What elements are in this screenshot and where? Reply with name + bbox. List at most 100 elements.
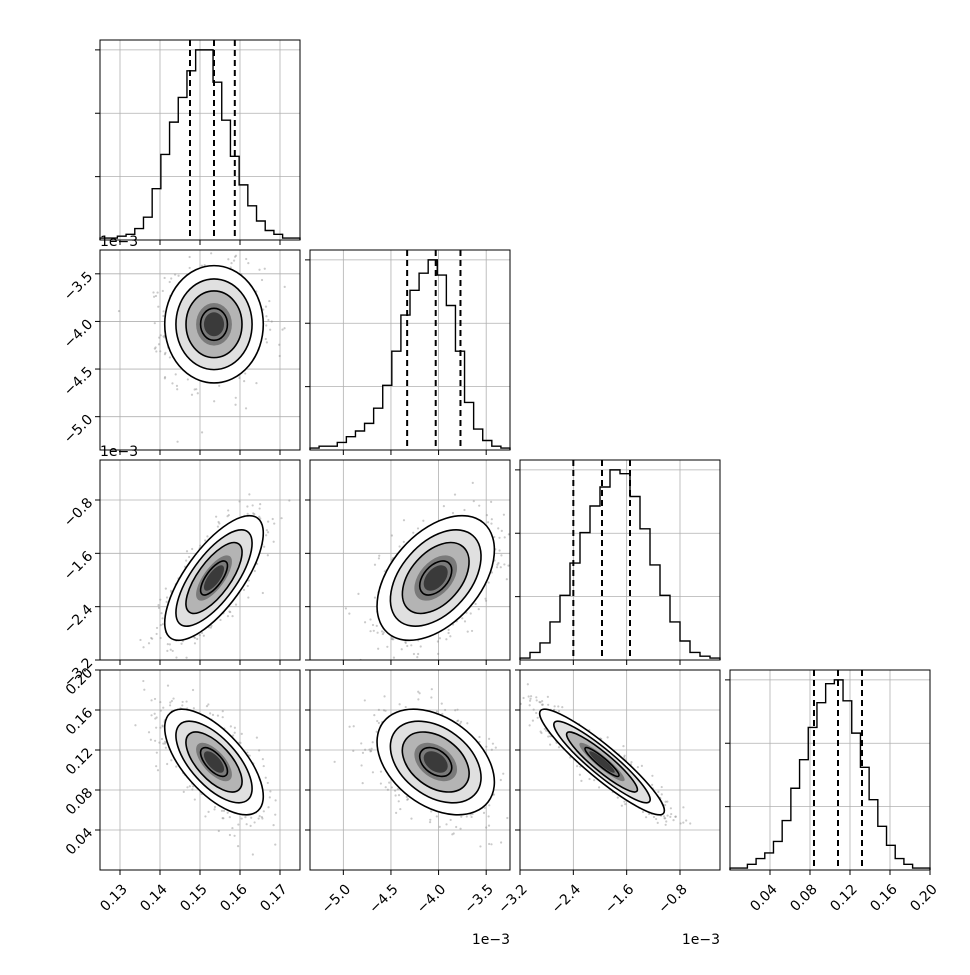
scatter-point	[164, 353, 166, 355]
scatter-point	[498, 549, 500, 551]
scatter-point	[478, 736, 480, 738]
scatter-point	[448, 629, 450, 631]
scatter-point	[229, 834, 231, 836]
scatter-point	[353, 725, 355, 727]
scatter-point	[139, 639, 141, 641]
scatter-point	[188, 556, 190, 558]
scatter-point	[234, 404, 236, 406]
scatter-point	[378, 709, 380, 711]
scatter-point	[492, 743, 494, 745]
scatter-point	[154, 740, 156, 742]
scatter-point	[503, 563, 505, 565]
scatter-point	[175, 656, 177, 658]
scatter-point	[142, 680, 144, 682]
scatter-point	[364, 699, 366, 701]
scatter-point	[160, 612, 162, 614]
scatter-point	[156, 633, 158, 635]
scatter-point	[453, 832, 455, 834]
scatter-point	[372, 624, 374, 626]
scatter-point	[259, 815, 261, 817]
scatter-point	[267, 782, 269, 784]
scatter-point	[169, 643, 171, 645]
scatter-point	[456, 720, 458, 722]
scatter-point	[529, 724, 531, 726]
scatter-point	[213, 808, 215, 810]
scatter-point	[271, 320, 273, 322]
scatter-point	[148, 642, 150, 644]
scatter-point	[250, 825, 252, 827]
scatter-point	[431, 688, 433, 690]
scatter-point	[430, 696, 432, 698]
scatter-point	[193, 707, 195, 709]
scatter-point	[514, 695, 516, 697]
scatter-point	[262, 758, 264, 760]
scatter-point	[252, 504, 254, 506]
scatter-point	[279, 355, 281, 357]
scatter-point	[500, 841, 502, 843]
scatter-point	[547, 696, 549, 698]
scatter-point	[403, 541, 405, 543]
scatter-point	[362, 752, 364, 754]
scatter-point	[161, 738, 163, 740]
scatter-point	[360, 742, 362, 744]
scatter-point	[241, 817, 243, 819]
scatter-point	[557, 705, 559, 707]
scatter-point	[154, 348, 156, 350]
scatter-point	[515, 508, 517, 510]
scatter-point	[250, 817, 252, 819]
scatter-point	[169, 701, 171, 703]
scatter-point	[167, 685, 169, 687]
scatter-point	[385, 786, 387, 788]
scatter-point	[235, 397, 237, 399]
scatter-point	[417, 527, 419, 529]
scatter-point	[503, 514, 505, 516]
scatter-point	[401, 648, 403, 650]
scatter-point	[488, 738, 490, 740]
scatter-point	[166, 763, 168, 765]
scatter-point	[444, 709, 446, 711]
scatter-point	[231, 827, 233, 829]
scatter-point	[180, 643, 182, 645]
panel-frame	[730, 670, 930, 870]
scatter-point	[265, 338, 267, 340]
scatter-point	[485, 600, 487, 602]
scatter-point	[183, 791, 185, 793]
scatter-point	[160, 710, 162, 712]
histogram-panel-3	[725, 670, 930, 870]
scatter-point	[194, 388, 196, 390]
scatter-point	[352, 750, 354, 752]
scatter-point	[464, 620, 466, 622]
scatter-point	[256, 737, 258, 739]
scatter-point	[265, 534, 267, 536]
scatter-point	[378, 557, 380, 559]
scatter-point	[155, 295, 157, 297]
scatter-point	[334, 761, 336, 763]
scatter-point	[278, 344, 280, 346]
scatter-point	[227, 509, 229, 511]
scatter-point	[229, 611, 231, 613]
scatter-point	[406, 645, 408, 647]
scatter-point	[156, 627, 158, 629]
scatter-point	[187, 378, 189, 380]
scatter-point	[374, 596, 376, 598]
scatter-point	[150, 699, 152, 701]
scatter-point	[386, 646, 388, 648]
joint-panel-0-1	[100, 227, 300, 450]
scatter-point	[374, 564, 376, 566]
scatter-point	[170, 649, 172, 651]
scatter-point	[399, 703, 401, 705]
scatter-point	[663, 815, 665, 817]
scatter-point	[247, 262, 249, 264]
joint-panel-0-2	[100, 460, 300, 691]
scatter-point	[422, 520, 424, 522]
scatter-point	[410, 817, 412, 819]
scatter-point	[362, 782, 364, 784]
scatter-point	[588, 778, 590, 780]
scatter-point	[485, 746, 487, 748]
scatter-point	[154, 322, 156, 324]
scatter-point	[152, 291, 154, 293]
scatter-point	[273, 541, 275, 543]
scatter-point	[410, 644, 412, 646]
scatter-point	[159, 599, 161, 601]
scatter-point	[162, 725, 164, 727]
